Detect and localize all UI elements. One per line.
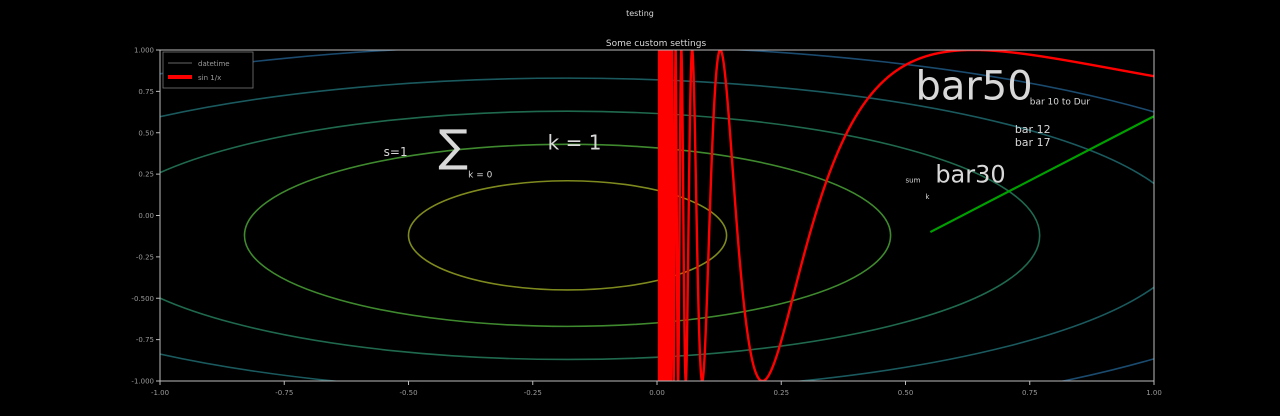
contour-level-3 — [160, 110, 1041, 361]
x-axis: -1.00 -0.75 -0.50 -0.25 0.00 0.25 0.50 0.75 1.00 — [151, 381, 1162, 397]
annotation-text: bar 12 — [1015, 123, 1051, 136]
series-green-path — [929, 115, 1154, 234]
y-tick-label: -0.75 — [136, 336, 154, 344]
chart-title: Some custom settings — [606, 39, 707, 49]
y-tick-label: 0.25 — [138, 171, 154, 179]
legend-box — [162, 51, 254, 89]
y-tick-label: 0.75 — [138, 88, 154, 96]
annotation-text: k — [925, 193, 930, 201]
x-tick-label: 0.25 — [773, 389, 789, 397]
contour-level-4 — [160, 77, 1154, 381]
figure-suptitle: testing — [626, 9, 654, 18]
annotation-text: k = 0 — [468, 170, 492, 180]
annotation-text: bar30 — [935, 160, 1005, 188]
series-sin-line — [657, 50, 1154, 381]
annotation-text: s=1 — [384, 145, 408, 159]
x-tick-label: 0.75 — [1022, 389, 1038, 397]
sum-symbol: ∑ — [438, 121, 468, 172]
y-tick-label: -0.500 — [131, 295, 154, 303]
legend: datetime sin 1/x — [162, 51, 254, 89]
y-tick-label: -0.25 — [136, 253, 154, 261]
x-tick-label: 0.00 — [649, 389, 665, 397]
y-tick-label: 1.000 — [134, 47, 154, 55]
x-tick-label: 0.50 — [898, 389, 914, 397]
x-tick-label: -1.00 — [151, 389, 169, 397]
x-tick-label: -0.75 — [275, 389, 293, 397]
annotation-text: k = 1 — [548, 130, 602, 154]
legend-label: datetime — [198, 60, 230, 68]
y-tick-label: -1.000 — [131, 378, 154, 386]
y-tick-label: 0.50 — [138, 129, 154, 137]
series-sin-path — [657, 50, 1154, 381]
x-tick-label: -0.25 — [524, 389, 542, 397]
y-axis: 1.000 0.75 0.50 0.25 0.00 -0.25 -0.500 -0.75 -1.… — [131, 47, 160, 386]
y-tick-label: 0.00 — [138, 212, 154, 220]
annotation-text: bar 10 to Dur — [1030, 98, 1091, 108]
x-tick-label: -0.50 — [399, 389, 417, 397]
series-green-line — [929, 115, 1154, 234]
legend-label: sin 1/x — [198, 74, 221, 82]
annotation-text: bar50 — [915, 64, 1032, 110]
contour-level-1 — [407, 179, 728, 291]
annotation-text: sum — [906, 176, 921, 184]
contour-level-2 — [243, 143, 892, 328]
contour-lines — [160, 50, 1154, 381]
x-tick-label: 1.00 — [1146, 389, 1162, 397]
annotation-text: bar 17 — [1015, 136, 1051, 149]
